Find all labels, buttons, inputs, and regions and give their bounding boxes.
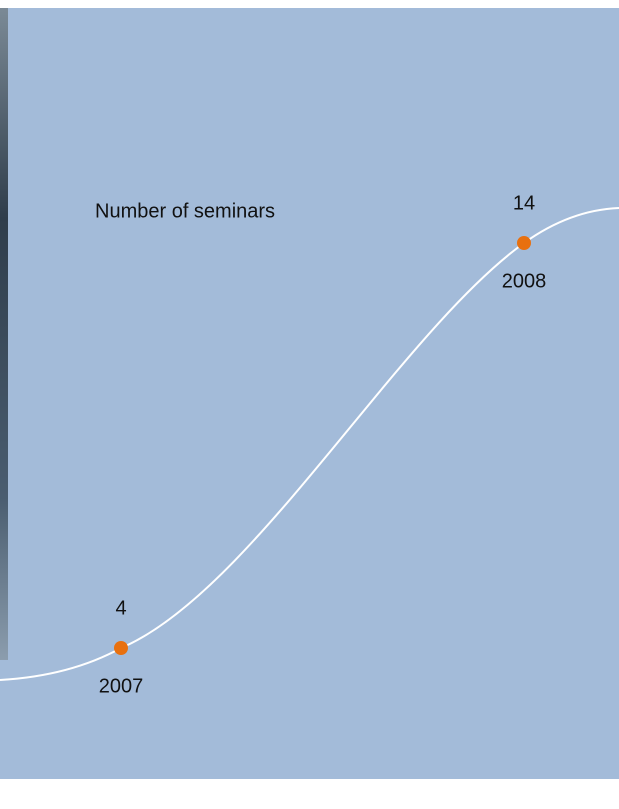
panel-edge	[0, 660, 8, 779]
point	[114, 641, 128, 655]
chart-title: Number of seminars	[95, 200, 275, 222]
chart: Number of seminars 4 2007 14 2008	[0, 0, 619, 809]
category-label: 2008	[502, 270, 547, 292]
panel	[8, 8, 619, 779]
point	[517, 236, 531, 250]
category-label: 2007	[99, 675, 144, 697]
value-label: 14	[513, 192, 535, 214]
page: Number of seminars 42007142008 (() => { …	[0, 0, 619, 809]
value-label: 4	[115, 597, 126, 619]
